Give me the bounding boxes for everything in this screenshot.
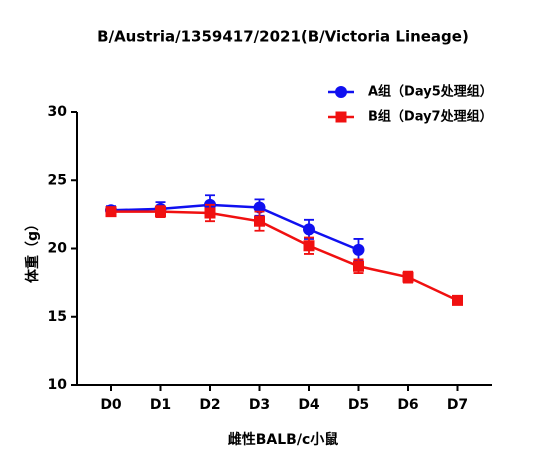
data-point — [402, 271, 414, 283]
x-tick-label: D3 — [249, 397, 270, 413]
x-tick-label: D0 — [100, 397, 122, 413]
y-axis-label: 体重（g） — [24, 217, 41, 283]
x-axis-label: 雌性BALB/c小鼠 — [228, 431, 339, 448]
series-line — [110, 203, 359, 252]
legend-marker — [335, 86, 347, 98]
y-tick-label: 15 — [48, 309, 67, 325]
x-tick-label: D4 — [298, 397, 320, 413]
chart-title: B/Austria/1359417/2021(B/Victoria Lineag… — [97, 28, 469, 46]
data-point — [155, 206, 166, 218]
data-point — [303, 223, 315, 236]
legend-label: B组（Day7处理组） — [368, 109, 493, 125]
data-point — [352, 243, 365, 256]
y-tick-label: 25 — [48, 172, 67, 188]
data-point — [105, 206, 117, 218]
y-tick-label: 10 — [48, 377, 68, 393]
data-point — [254, 215, 265, 227]
y-tick-label: 30 — [48, 104, 68, 120]
data-point — [452, 294, 463, 306]
x-tick-label: D6 — [397, 397, 418, 413]
y-tick-label: 20 — [48, 241, 68, 257]
x-tick-label: D7 — [447, 397, 468, 413]
x-tick-label: D2 — [199, 397, 220, 413]
data-point — [353, 260, 364, 272]
data-point — [253, 201, 266, 214]
data-point — [204, 207, 216, 219]
x-tick-label: D5 — [348, 397, 369, 413]
data-point — [303, 240, 315, 252]
legend-label: A组（Day5处理组） — [368, 84, 493, 100]
legend-marker — [335, 111, 347, 123]
series-line — [111, 210, 459, 302]
x-tick-label: D1 — [150, 397, 171, 413]
